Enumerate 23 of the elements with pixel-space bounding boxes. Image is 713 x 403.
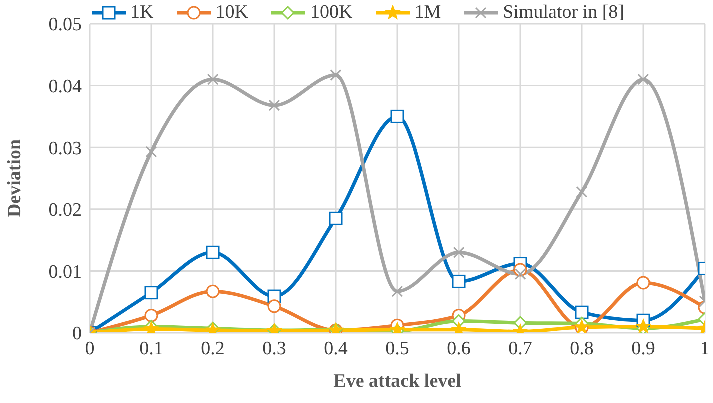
legend-label: 10K	[216, 2, 248, 24]
x-tick-label: 0.1	[140, 338, 164, 360]
x-axis-title: Eve attack level	[334, 371, 462, 392]
x-tick-label: 0.2	[201, 338, 225, 360]
legend-label: 1M	[414, 2, 442, 24]
legend-label: 1K	[130, 2, 154, 24]
x-tick-label: 0.5	[386, 338, 410, 360]
y-tick-label: 0.05	[48, 14, 82, 36]
x-tick-label: 0.3	[262, 338, 286, 360]
y-axis-title: Deviation	[4, 139, 26, 218]
legend-label: Simulator in [8]	[503, 2, 624, 24]
legend-label: 100K	[310, 2, 353, 24]
x-tick-label: 0.6	[447, 338, 471, 360]
y-tick-label: 0	[72, 324, 82, 345]
x-tick-label: 0.4	[324, 338, 348, 360]
x-tick-label: 0.9	[632, 338, 656, 360]
x-tick-label: 0.7	[508, 338, 532, 360]
y-tick-label: 0.04	[48, 76, 82, 98]
x-tick-label: 1	[700, 338, 710, 360]
y-tick-label: 0.03	[48, 138, 82, 160]
x-tick-label: 0.8	[570, 338, 594, 360]
y-tick-label: 0.01	[48, 262, 82, 283]
y-tick-label: 0.02	[48, 200, 82, 222]
